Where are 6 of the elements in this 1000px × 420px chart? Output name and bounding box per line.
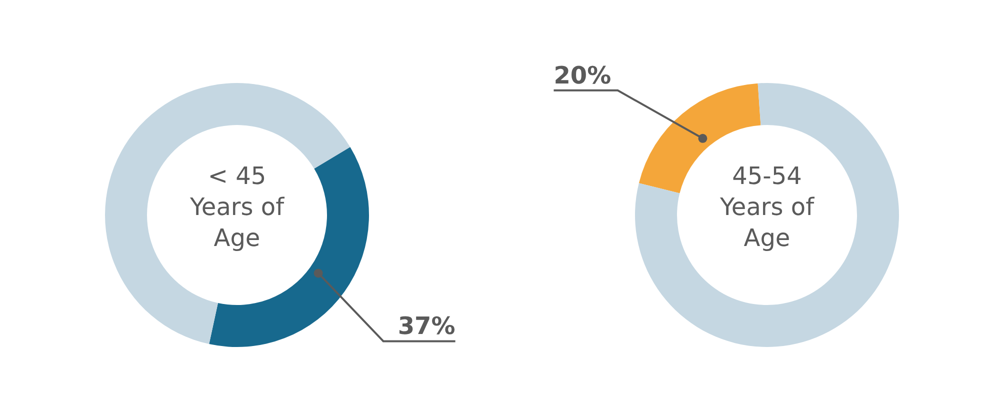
data-label: 20% [554, 61, 612, 90]
data-label: 37% [398, 312, 456, 340]
text: 45-54 Years of Age [718, 162, 815, 252]
donut-slice [635, 83, 899, 347]
donut-slice [105, 83, 350, 344]
text: < 45 Years of Age [188, 162, 285, 252]
